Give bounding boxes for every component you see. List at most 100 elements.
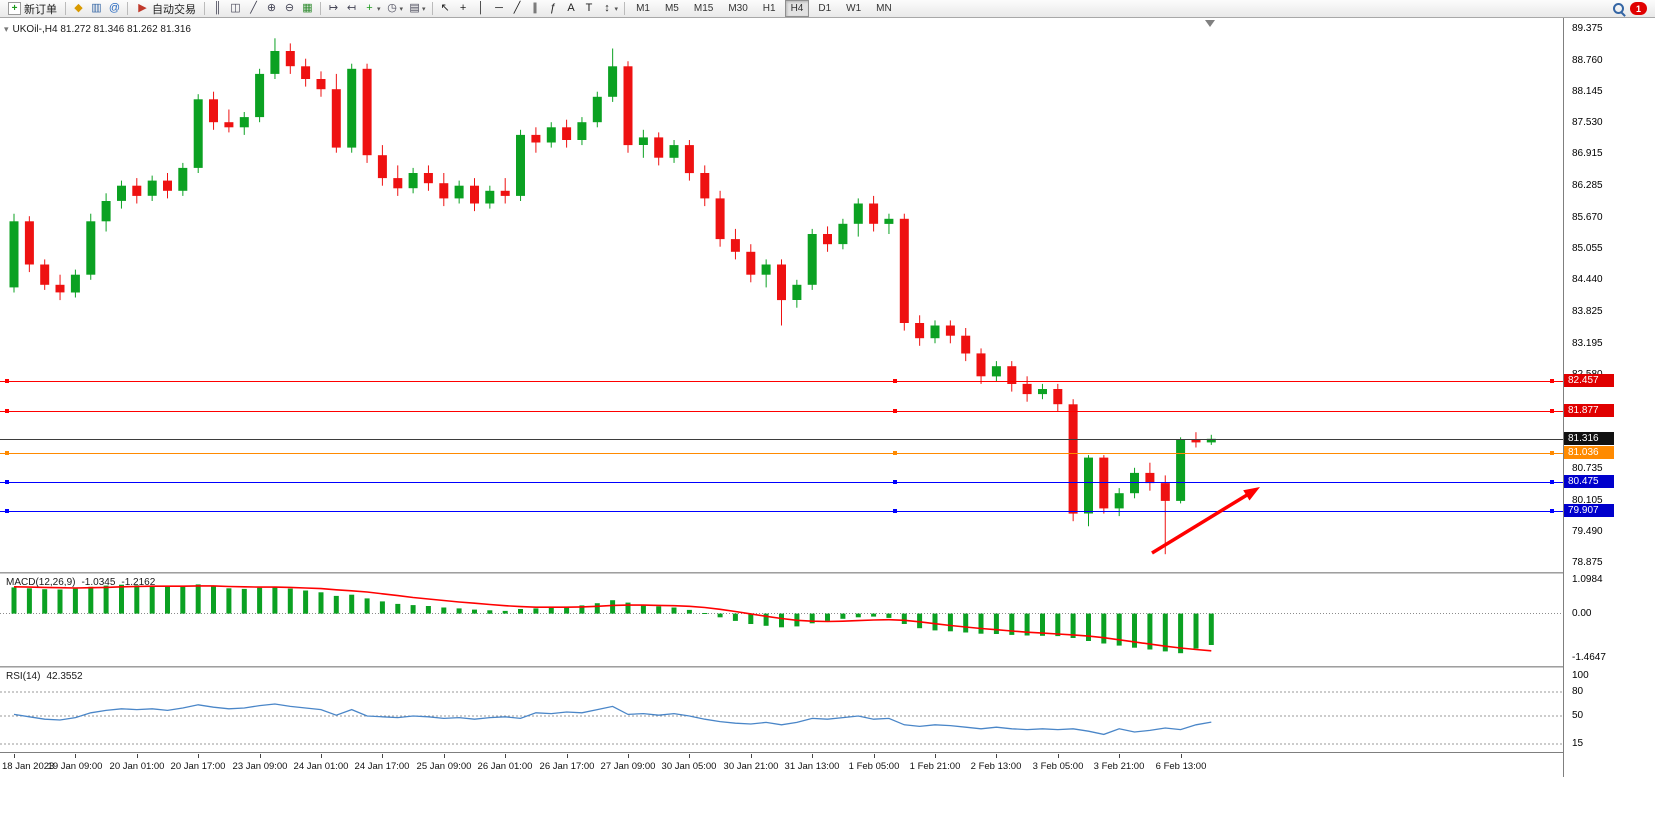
candle-body <box>101 201 111 222</box>
autotrading-button[interactable]: ▶ 自动交易 <box>132 1 200 17</box>
crosshair-button[interactable]: + <box>455 1 472 17</box>
candle-body <box>807 234 817 285</box>
arrows-button[interactable]: ↕ ▾ <box>599 1 621 17</box>
candlestick-button[interactable]: ◫ <box>227 1 244 17</box>
auto-scroll-button[interactable]: ↦ <box>325 1 342 17</box>
candle-body <box>577 122 587 140</box>
zoom-in-button[interactable]: ⊕ <box>263 1 280 17</box>
time-axis-label: 23 Jan 09:00 <box>232 761 288 772</box>
macd-histogram-bar <box>195 584 201 614</box>
support-line-1-handle[interactable] <box>5 480 9 484</box>
time-tick <box>198 754 199 758</box>
trendline-button[interactable]: ╱ <box>509 1 526 17</box>
macd-panel[interactable]: MACD(12,26,9) -1.0345 -1.2162 <box>0 574 1563 666</box>
tile-windows-icon: ▦ <box>302 2 313 14</box>
time-axis[interactable]: 18 Jan 2023 19 Jan 09:00 20 Jan 01:00 20 Ja… <box>0 752 1563 778</box>
timeframe-button-M5[interactable]: M5 <box>664 3 679 14</box>
price-badge: 81.877 <box>1564 404 1614 417</box>
timeframe-button-H4[interactable]: H4 <box>784 0 810 17</box>
new-order-button[interactable]: + 新订单 <box>4 1 61 17</box>
chart-menu-arrow-icon[interactable]: ▾ <box>4 24 9 34</box>
candle-body <box>623 66 633 146</box>
macd-histogram-bar <box>564 606 570 614</box>
rsi-chart[interactable] <box>0 668 1563 752</box>
bar-chart-button[interactable]: ║ <box>209 1 226 17</box>
label-button[interactable]: T <box>581 1 598 17</box>
candle-body <box>1053 389 1063 405</box>
timeframe-button-M15[interactable]: M15 <box>693 3 714 14</box>
community-icon: @ <box>108 2 121 14</box>
support-line-2-handle[interactable] <box>5 509 9 513</box>
candle-body <box>562 127 572 140</box>
support-line-2-handle[interactable] <box>1550 509 1554 513</box>
timeframe-button-MN[interactable]: MN <box>876 3 892 14</box>
macd-chart[interactable] <box>0 574 1563 666</box>
cursor-button[interactable]: ↖ <box>437 1 454 17</box>
community-button[interactable]: @ <box>106 1 123 17</box>
candle-body <box>991 366 1001 377</box>
timeframe-button-W1[interactable]: W1 <box>846 3 862 14</box>
candle-body <box>40 264 50 285</box>
notification-badge[interactable]: 1 <box>1630 2 1647 15</box>
macd-histogram-bar <box>379 601 385 614</box>
tile-windows-button[interactable]: ▦ <box>299 1 316 17</box>
timeframe-button-M30[interactable]: M30 <box>728 3 748 14</box>
resistance-line-1-handle[interactable] <box>1550 379 1554 383</box>
trend-arrow-head[interactable] <box>1243 487 1260 501</box>
horizontal-line-icon: ─ <box>495 2 503 14</box>
vertical-line-button[interactable]: │ <box>473 1 490 17</box>
chart-shift-button[interactable]: ↤ <box>343 1 360 17</box>
candle-body <box>546 127 556 143</box>
candle-body <box>193 99 203 168</box>
resistance-line-2-handle[interactable] <box>5 409 9 413</box>
panel-splitter-main-macd[interactable] <box>0 572 1655 574</box>
dropdown-caret-icon: ▾ <box>377 5 381 13</box>
time-axis-label: 3 Feb 05:00 <box>1032 761 1084 772</box>
main-chart-panel[interactable]: ▾ UKOil-,H4 81.272 81.346 81.262 81.316 <box>0 18 1563 572</box>
resistance-line-1-handle[interactable] <box>893 379 897 383</box>
timeframe-button-M1[interactable]: M1 <box>636 3 650 14</box>
periods-button[interactable]: ◷ ▾ <box>384 1 406 17</box>
macd-histogram-bar <box>103 585 109 614</box>
trend-arrow-annotation[interactable] <box>1151 490 1253 555</box>
candle-body <box>55 284 65 293</box>
macd-histogram-bar <box>364 598 370 614</box>
templates-button[interactable]: ▤ ▾ <box>406 1 428 17</box>
indicators-button[interactable]: + ▾ <box>361 1 383 17</box>
candlestick-chart[interactable] <box>0 18 1563 572</box>
time-axis-label: 31 Jan 13:00 <box>784 761 840 772</box>
market-watch-button[interactable]: ▥ <box>88 1 105 17</box>
rsi-panel[interactable]: RSI(14) 42.3552 <box>0 668 1563 752</box>
search-icon[interactable] <box>1611 1 1626 16</box>
line-chart-button[interactable]: ╱ <box>245 1 262 17</box>
candle-body <box>700 173 710 199</box>
timeframe-button-H1[interactable]: H1 <box>762 3 776 14</box>
auto-scroll-icon: ↦ <box>328 2 339 14</box>
channel-button[interactable]: ∥ <box>527 1 544 17</box>
panel-splitter-macd-rsi[interactable] <box>0 666 1655 668</box>
timeframe-button-D1[interactable]: D1 <box>818 3 832 14</box>
support-line-2-handle[interactable] <box>893 509 897 513</box>
alerts-button[interactable]: ◆ <box>70 1 87 17</box>
price-axis-label: 85.055 <box>1572 243 1603 254</box>
resistance-line-2-handle[interactable] <box>1550 409 1554 413</box>
time-axis-label: 1 Feb 21:00 <box>909 761 961 772</box>
text-button[interactable]: A <box>563 1 580 17</box>
resistance-line-2-handle[interactable] <box>893 409 897 413</box>
zoom-out-button[interactable]: ⊖ <box>281 1 298 17</box>
price-axis[interactable]: 89.375 88.760 88.145 87.530 86.915 86.285 85.6… <box>1563 18 1655 777</box>
macd-histogram-bar <box>671 607 677 614</box>
price-axis-label: 80.735 <box>1572 463 1603 474</box>
candle-body <box>377 155 387 179</box>
support-line-1-handle[interactable] <box>893 480 897 484</box>
pivot-line-orange-handle[interactable] <box>893 451 897 455</box>
horizontal-line-button[interactable]: ─ <box>491 1 508 17</box>
fibonacci-button[interactable]: ƒ <box>545 1 562 17</box>
resistance-line-1-handle[interactable] <box>5 379 9 383</box>
pivot-line-orange-handle[interactable] <box>5 451 9 455</box>
pivot-line-orange-handle[interactable] <box>1550 451 1554 455</box>
time-tick <box>567 754 568 758</box>
candle-body <box>1145 472 1155 484</box>
candle-body <box>147 180 157 196</box>
support-line-1-handle[interactable] <box>1550 480 1554 484</box>
